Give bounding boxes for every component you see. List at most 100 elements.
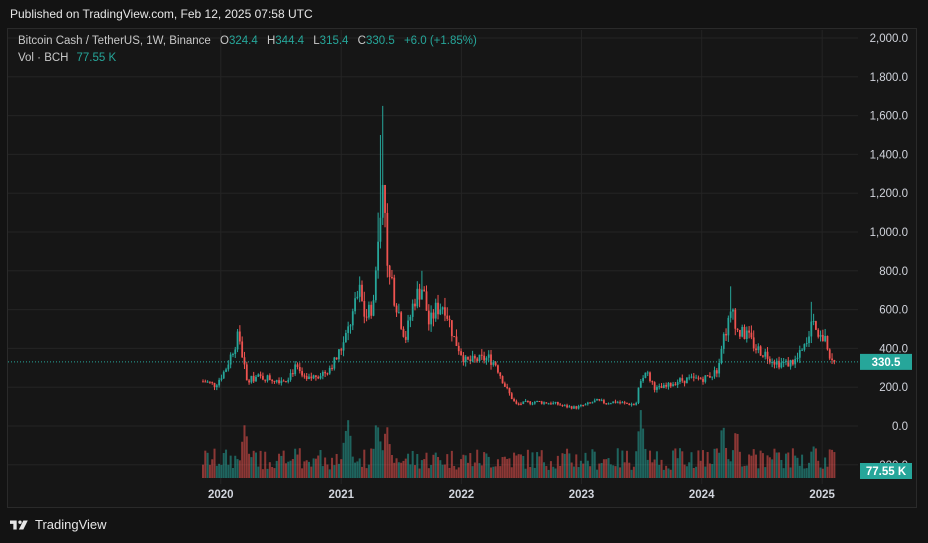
volume-bar [566,448,569,478]
candle-body [653,382,656,390]
volume-bar [803,468,806,478]
candle-body [275,380,278,382]
candle-body [377,241,380,271]
volume-bar [549,461,552,478]
volume-bar [236,459,239,478]
candle-body [264,379,267,381]
volume-bar [563,453,566,478]
volume-bar [344,430,347,478]
candle-body [388,265,391,278]
candle-body [805,343,808,345]
volume-bar [303,461,306,478]
volume-bar [307,461,310,478]
volume-bar [612,465,615,478]
volume-bar [524,468,527,478]
volume-bar [708,463,711,478]
candle-body [540,401,543,404]
candle-body [365,316,368,318]
volume-bar [423,459,426,478]
volume-bar [254,452,257,478]
candle-body [209,381,211,383]
candle-body [234,349,237,355]
y-axis: 2,000.0 1,800.0 1,600.0 1,400.0 1,200.0 1,000… [870,33,908,472]
x-tick-label: 2022 [449,489,475,501]
candle-body [358,284,361,297]
candle-body [206,381,209,383]
candle-body [476,358,479,362]
candle-body [803,344,806,350]
volume-bar [496,459,499,478]
price-tags: 330.5 77.55 K [860,353,912,479]
volume-bar [632,466,635,478]
volume-bar [672,450,675,478]
candle-body [824,335,827,342]
candle-body [561,405,564,407]
volume-bar [367,464,370,478]
volume-bar [616,448,619,478]
volume-bar [577,467,580,478]
y-tick-label: 1,400.0 [870,149,908,161]
candle-body [243,357,246,365]
footer-brand[interactable]: TradingView [10,517,107,532]
volume-bar [202,464,204,478]
candle-body [531,403,534,405]
volume-bar [384,433,387,478]
volume-bar [526,449,529,478]
y-tick-label: 1,200.0 [870,188,908,200]
volume-bar [340,459,343,478]
volume-bar [734,433,737,478]
candle-body [821,334,824,342]
candle-body [538,400,541,402]
candle-body [457,345,460,352]
candle-body [215,385,218,388]
x-tick-label: 2024 [689,489,715,501]
candle-body [570,406,573,409]
volume-bar [510,467,513,478]
candle-body [473,355,476,359]
candle-body [285,381,287,383]
volume-bar [540,450,543,478]
volume-bar [374,425,377,478]
candle-body [828,349,831,359]
candle-body [748,330,750,333]
candle-body [423,289,426,292]
volume-bar [213,448,216,478]
volume-bar [773,448,776,478]
candle-body [729,311,732,318]
change-value: +6.0 (+1.85%) [403,35,477,47]
volume-bar [266,468,269,478]
volume-bar [252,450,255,478]
candle-body [764,351,767,357]
candle-body [725,334,727,336]
candle-body [460,351,462,356]
candle-body [354,298,356,312]
volume-bar [630,469,633,478]
candle-body [321,371,324,376]
volume-bar [745,465,748,478]
candle-body [556,401,559,405]
last-volume-tag [860,463,912,479]
volume-bar [351,456,354,478]
volume-bar [485,453,488,478]
candle-body [607,403,610,405]
candle-body [211,382,214,384]
candle-body [695,377,698,379]
candle-body [464,356,467,363]
volume-bar [609,464,612,478]
candle-body [469,359,472,362]
volume-bar [628,462,631,478]
candle-body [547,403,550,405]
candle-body [381,184,384,218]
candle-body [720,348,723,364]
candle-body [706,375,709,377]
candle-body [780,362,783,368]
volume-bar [584,452,587,478]
candle-body [271,380,274,382]
candle-body [421,289,423,300]
volume-bar [494,466,497,478]
candle-body [259,374,262,376]
candle-body [425,291,428,311]
volume-bar [261,469,264,478]
chart-frame[interactable] [7,28,917,508]
